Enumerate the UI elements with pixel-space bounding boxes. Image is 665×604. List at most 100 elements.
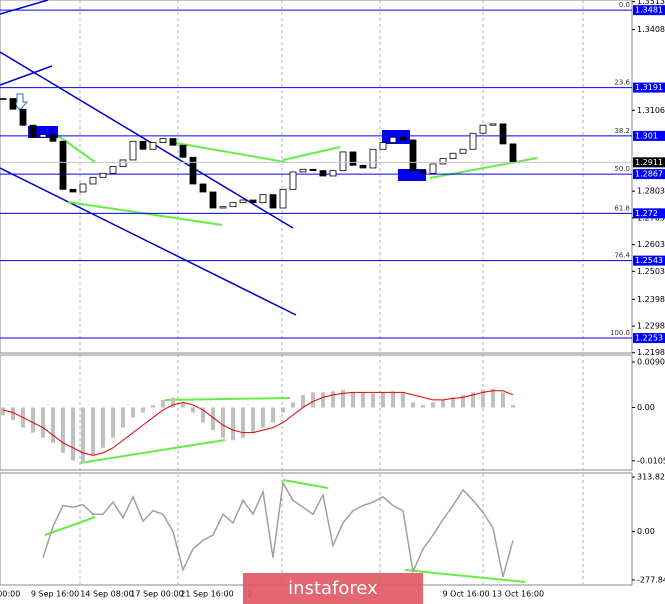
candle (399, 136, 407, 141)
price-box (633, 333, 665, 344)
price-box (633, 169, 665, 180)
candle (319, 170, 327, 177)
candle (449, 152, 457, 160)
macd-bar (161, 399, 165, 408)
macd-bar (231, 407, 235, 441)
y-tick-label: 1.2803 (637, 187, 665, 196)
macd-bar (481, 389, 485, 408)
fib-label: 50.0 (614, 165, 630, 173)
price-box-label: 1.301 (635, 131, 658, 140)
y-tick-label: 1.3106 (637, 106, 665, 115)
x-tick-label: 21 Sep 16:00 (180, 590, 233, 599)
cci-line (42, 480, 514, 578)
candle (359, 164, 367, 169)
candle (49, 134, 57, 142)
candle (279, 188, 287, 209)
macd-bar (501, 392, 505, 408)
y-tick-label: 1.2603 (637, 240, 665, 249)
candle (109, 166, 117, 174)
candle (89, 176, 97, 185)
y-tick-label: -0.01057 (637, 456, 665, 465)
macd-bar (471, 392, 475, 408)
fib-label: 61.8 (614, 204, 630, 212)
macd-bar (241, 407, 245, 438)
candle (119, 159, 127, 168)
candle (0, 98, 7, 100)
last-price-label: 1.2911 (635, 158, 663, 167)
y-tick-label: 1.2298 (637, 322, 665, 331)
vertical-grid (79, 0, 584, 585)
macd-bar (461, 394, 465, 408)
candle (329, 170, 337, 177)
candle (239, 199, 247, 204)
candle (309, 168, 317, 172)
candle (209, 191, 217, 209)
macd-bar (111, 407, 115, 438)
macd-bar (141, 407, 145, 413)
fib-label: 38.2 (614, 127, 630, 135)
watermark: instaforex (288, 578, 378, 599)
x-tick-label: 0 00:00 (0, 590, 20, 599)
y-tick-label: 1.3513 (637, 0, 665, 6)
macd-bar (131, 407, 135, 418)
macd-bar (341, 389, 345, 408)
x-tick-label: 17 Sep 00:00 (130, 590, 183, 599)
y-tick-label: 1.2398 (637, 295, 665, 304)
macd-bar (31, 407, 35, 433)
macd-bar (211, 407, 215, 431)
y-tick-label: 0.00 (637, 527, 655, 536)
price-box (633, 130, 665, 141)
candle (499, 123, 507, 145)
x-tick-label: 13 Oct 16:00 (492, 590, 544, 599)
macd-bar (221, 407, 225, 438)
candle (59, 140, 67, 190)
candle (289, 171, 297, 190)
candle (99, 172, 107, 178)
macd-bar (451, 397, 455, 408)
macd-bar (431, 402, 435, 408)
macd-bar (81, 407, 85, 463)
macd-bar (441, 399, 445, 408)
price-box-label: 1.3481 (635, 6, 663, 15)
macd-bar (331, 391, 335, 408)
watermark-box (243, 573, 423, 604)
candle (149, 142, 157, 150)
macd-bar (121, 407, 125, 428)
macd-bar (41, 407, 45, 438)
candle (299, 168, 307, 173)
candle (459, 148, 467, 154)
candle (189, 156, 197, 185)
candle (379, 142, 387, 150)
macd-bar (101, 407, 105, 448)
candle (39, 134, 47, 138)
macd-bar (51, 407, 55, 443)
macd-bar (261, 407, 265, 428)
macd-bar (1, 407, 5, 416)
candle (9, 98, 17, 110)
macd-bar (511, 404, 515, 408)
macd-bar (411, 402, 415, 408)
macd-bar (351, 392, 355, 408)
price-box-label: 1.272 (635, 209, 658, 218)
y-tick-label: 0.00901 (637, 358, 665, 367)
x-tick-label: 9 Sep 16:00 (31, 590, 79, 599)
macd-bar (151, 404, 155, 408)
candle (479, 124, 487, 134)
fib-label: 0.0 (619, 1, 630, 9)
candle (509, 143, 517, 163)
price-box (633, 5, 665, 16)
price-box (633, 82, 665, 93)
macd-bar (491, 388, 495, 408)
fib-label: 100.0 (610, 329, 630, 337)
macd-bar (381, 392, 385, 408)
candle (439, 158, 447, 165)
y-tick-label: 313.8212 (637, 473, 665, 482)
candle (409, 139, 417, 172)
candle (29, 124, 37, 138)
macd-bar (391, 391, 395, 408)
candle (79, 183, 87, 193)
macd-bar (301, 394, 305, 408)
macd-bar (271, 407, 275, 423)
macd-bar (421, 404, 425, 408)
macd-bar (191, 407, 195, 413)
